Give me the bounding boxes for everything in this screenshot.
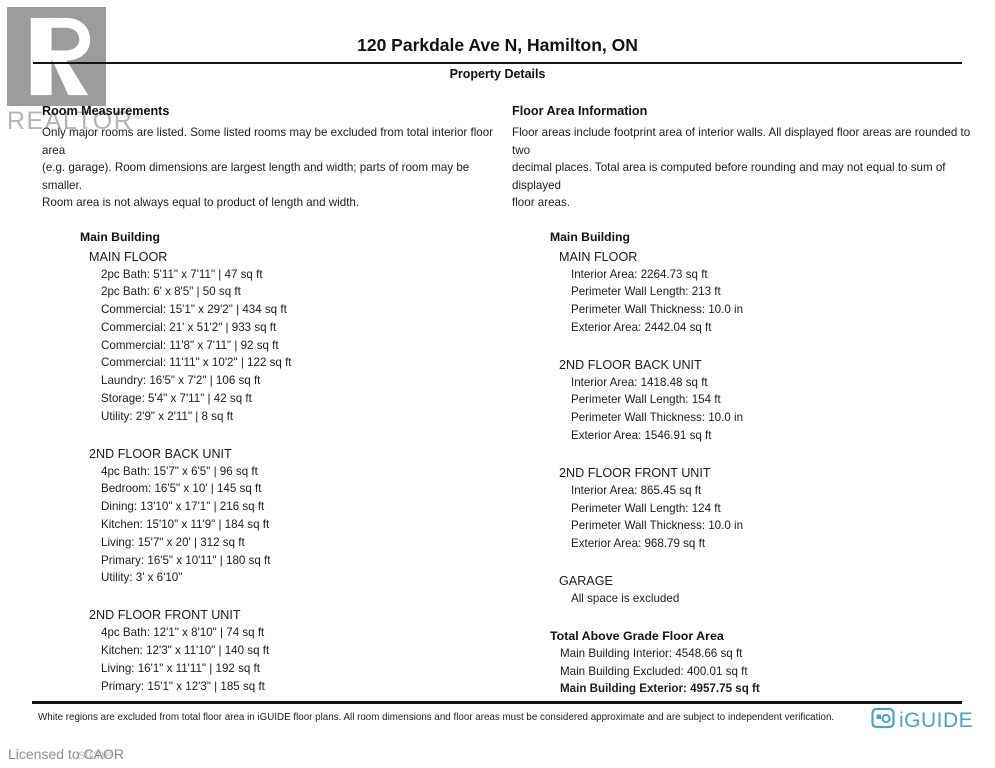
page-title: 120 Parkdale Ave N, Hamilton, ON	[357, 35, 638, 55]
total-line: Main Building Interior: 4548.66 sq ft	[560, 646, 743, 660]
floor-area-stat: All space is excluded	[571, 592, 680, 606]
realtor-wordmark: REALTOR®	[7, 107, 142, 135]
realtor-logo: REALTOR®	[7, 7, 141, 135]
floor-area-stat: Interior Area: 865.45 sq ft	[571, 483, 702, 497]
registered-symbol: ®	[133, 110, 142, 122]
room-measurement: Commercial: 21' x 51'2" | 933 sq ft	[101, 320, 277, 334]
area-section-title: 2ND FLOOR BACK UNIT	[559, 357, 702, 372]
total-line: Main Building Excluded: 400.01 sq ft	[560, 664, 748, 678]
room-measurement: 4pc Bath: 12'1" x 8'10" | 74 sq ft	[101, 626, 265, 640]
area-section-title: 2ND FLOOR FRONT UNIT	[559, 465, 711, 480]
floor-section-2nd-front: 2ND FLOOR FRONT UNIT 4pc Bath: 12'1" x 8…	[89, 606, 512, 695]
total-above-grade-block: Total Above Grade Floor Area Main Buildi…	[550, 627, 982, 698]
area-section-title: MAIN FLOOR	[559, 249, 638, 264]
floor-area-column: Floor Area Information Floor areas inclu…	[512, 104, 982, 698]
iguide-wordmark: iGUIDE	[899, 708, 974, 732]
room-measurement: Bedroom: 16'5" x 10' | 145 sq ft	[101, 482, 262, 496]
total-heading: Total Above Grade Floor Area	[550, 628, 724, 643]
area-section-title: GARAGE	[559, 574, 613, 589]
room-measurement: Utility: 3' x 6'10"	[101, 571, 183, 585]
room-measurement: Living: 15'7" x 20' | 312 sq ft	[101, 535, 245, 549]
area-section-2nd-back: 2ND FLOOR BACK UNIT Interior Area: 1418.…	[559, 356, 982, 445]
room-measurement: Laundry: 16'5" x 7'2" | 106 sq ft	[101, 374, 261, 388]
page-subtitle: Property Details	[449, 67, 546, 81]
floor-area-stat: Exterior Area: 1546.91 sq ft	[571, 429, 712, 443]
room-measurement: Storage: 5'4" x 7'11" | 42 sq ft	[101, 392, 252, 406]
room-measurement: Commercial: 11'11" x 10'2" | 122 sq ft	[101, 356, 292, 370]
floor-area-stat: Perimeter Wall Thickness: 10.0 in	[571, 519, 744, 533]
area-section-main-floor: MAIN FLOOR Interior Area: 2264.73 sq ft …	[559, 248, 982, 337]
floor-area-stat: Interior Area: 1418.48 sq ft	[571, 375, 708, 389]
room-measurement: Primary: 15'1" x 12'3" | 185 sq ft	[101, 679, 265, 693]
floor-area-stat: Perimeter Wall Length: 154 ft	[571, 393, 721, 407]
room-measurements-column: Room Measurements Only major rooms are l…	[42, 104, 512, 695]
room-measurements-heading: Room Measurements	[42, 104, 170, 118]
total-line-exterior: Main Building Exterior: 4957.75 sq ft	[560, 682, 760, 696]
room-measurement: 2pc Bath: 6' x 8'5" | 50 sq ft	[101, 285, 241, 299]
room-measurement: 2pc Bath: 5'11" x 7'11" | 47 sq ft	[101, 267, 263, 281]
building-name: Main Building	[550, 229, 630, 244]
room-measurement: Dining: 13'10" x 17'1" | 216 sq ft	[101, 500, 265, 514]
iguide-logo: iGUIDE	[871, 706, 973, 735]
room-measurement: Commercial: 11'8" x 7'11" | 92 sq ft	[101, 338, 279, 352]
footer-rule	[32, 701, 962, 704]
floor-section-main-floor: MAIN FLOOR 2pc Bath: 5'11" x 7'11" | 47 …	[89, 248, 512, 426]
floor-area-stat: Perimeter Wall Length: 124 ft	[571, 501, 721, 515]
floor-section-title: MAIN FLOOR	[89, 249, 168, 264]
area-section-2nd-front: 2ND FLOOR FRONT UNIT Interior Area: 865.…	[559, 464, 982, 553]
area-section-garage: GARAGE All space is excluded	[559, 572, 982, 608]
license-text: Licensed to CAOR	[8, 746, 124, 762]
room-measurements-description: Only major rooms are listed. Some listed…	[42, 126, 494, 209]
floor-area-stat: Exterior Area: 2442.04 sq ft	[571, 320, 712, 334]
room-measurement: Kitchen: 15'10" x 11'9" | 184 sq ft	[101, 518, 270, 532]
floor-area-stat: Perimeter Wall Thickness: 10.0 in	[571, 411, 744, 425]
floor-area-stat: Exterior Area: 968.79 sq ft	[571, 537, 706, 551]
footer-disclaimer: White regions are excluded from total fl…	[38, 712, 835, 723]
floor-section-title: 2ND FLOOR BACK UNIT	[89, 446, 232, 461]
iguide-camera-icon	[871, 706, 895, 735]
room-measurement: Kitchen: 12'3" x 11'10" | 140 sq ft	[101, 644, 270, 658]
room-measurement: Living: 16'1" x 11'11" | 192 sq ft	[101, 661, 260, 675]
floor-area-stat: Perimeter Wall Thickness: 10.0 in	[571, 303, 744, 317]
floor-area-stat: Perimeter Wall Length: 213 ft	[571, 285, 721, 299]
floor-area-building: Main Building MAIN FLOOR Interior Area: …	[550, 229, 982, 608]
floor-area-description: Floor areas include footprint area of in…	[512, 126, 971, 209]
room-measurement: Primary: 16'5" x 10'11" | 180 sq ft	[101, 553, 271, 567]
floor-area-heading: Floor Area Information	[512, 104, 648, 118]
floor-area-stat: Interior Area: 2264.73 sq ft	[571, 267, 708, 281]
room-measurement: Utility: 2'9" x 2'11" | 8 sq ft	[101, 409, 234, 423]
room-measurements-building: Main Building MAIN FLOOR 2pc Bath: 5'11"…	[80, 229, 512, 696]
header-divider	[33, 62, 962, 64]
floor-section-title: 2ND FLOOR FRONT UNIT	[89, 608, 241, 623]
room-measurement: Commercial: 15'1" x 29'2" | 434 sq ft	[101, 303, 287, 317]
floor-section-2nd-back: 2ND FLOOR BACK UNIT 4pc Bath: 15'7" x 6'…	[89, 445, 512, 588]
room-measurement: 4pc Bath: 15'7" x 6'5" | 96 sq ft	[101, 464, 258, 478]
building-name: Main Building	[80, 229, 160, 244]
realtor-r-icon	[7, 7, 106, 110]
license-overlap-text: stone	[78, 746, 113, 762]
license-watermark: Licensed to CAOR stone	[8, 746, 124, 762]
